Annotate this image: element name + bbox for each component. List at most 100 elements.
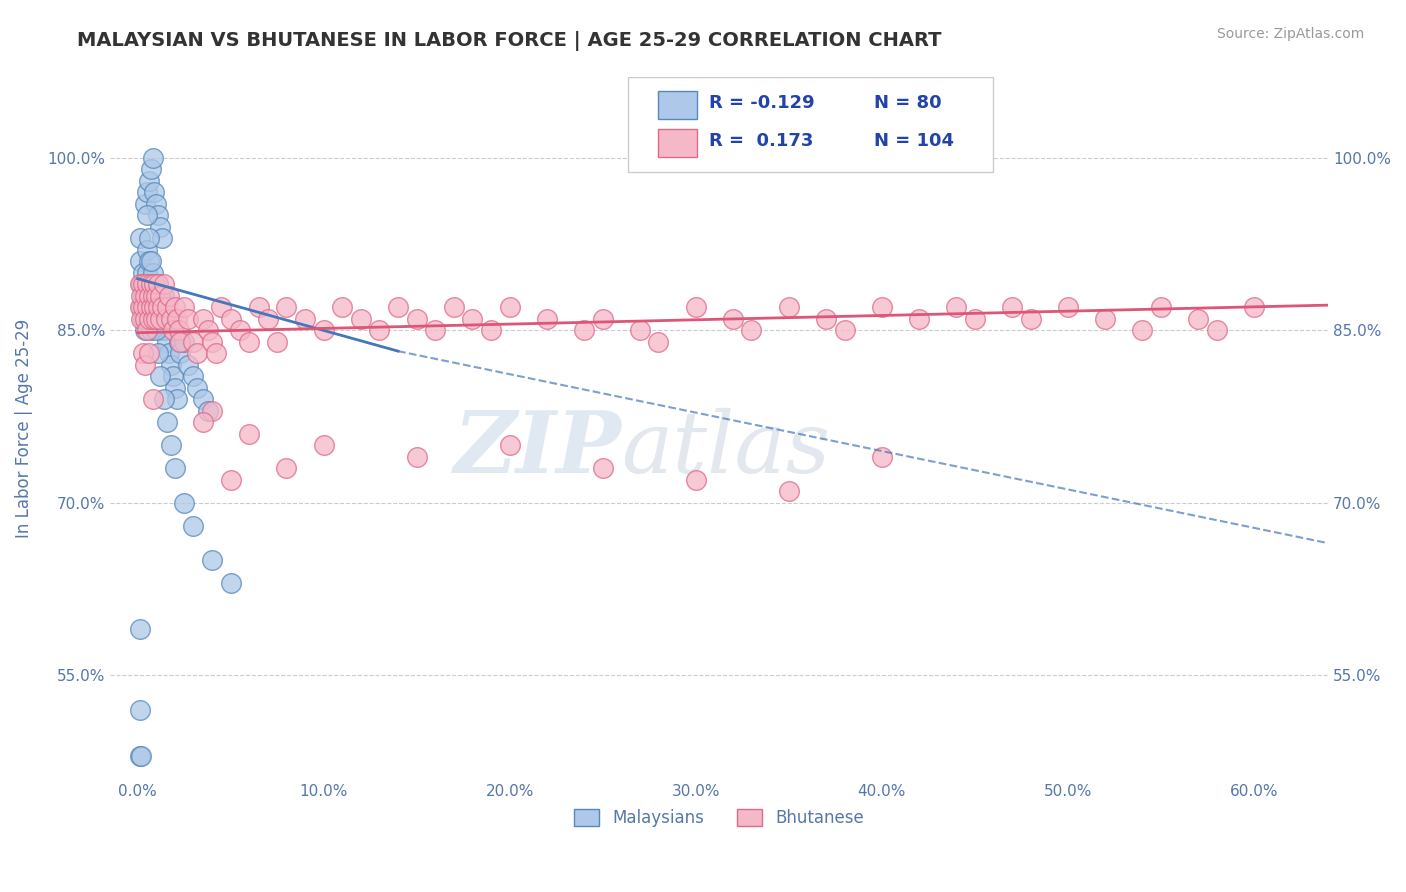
- Point: [149, 369, 172, 384]
- Point: [134, 197, 156, 211]
- Point: [368, 323, 391, 337]
- Point: [1205, 323, 1227, 337]
- Point: [219, 312, 242, 326]
- Point: [870, 301, 893, 315]
- Point: [350, 312, 373, 326]
- Point: [139, 277, 162, 292]
- Point: [685, 473, 707, 487]
- Point: [145, 289, 167, 303]
- Point: [201, 334, 224, 349]
- Point: [146, 346, 169, 360]
- Legend: Malaysians, Bhutanese: Malaysians, Bhutanese: [567, 802, 870, 834]
- Point: [143, 301, 166, 315]
- Point: [143, 186, 166, 200]
- Text: R = -0.129: R = -0.129: [709, 94, 815, 112]
- Point: [945, 301, 967, 315]
- Point: [169, 334, 191, 349]
- Point: [146, 301, 169, 315]
- Point: [141, 266, 163, 280]
- Point: [138, 312, 160, 326]
- Point: [201, 553, 224, 567]
- Point: [138, 254, 160, 268]
- Point: [149, 312, 172, 326]
- Point: [156, 334, 179, 349]
- Point: [152, 289, 174, 303]
- Point: [163, 301, 186, 315]
- Point: [177, 358, 200, 372]
- Point: [132, 346, 155, 360]
- Point: [150, 231, 173, 245]
- Point: [146, 277, 169, 292]
- Point: [136, 243, 159, 257]
- Point: [177, 312, 200, 326]
- Point: [1056, 301, 1078, 315]
- Point: [209, 301, 232, 315]
- Point: [461, 312, 484, 326]
- Point: [685, 301, 707, 315]
- Point: [405, 450, 427, 464]
- Point: [143, 301, 166, 315]
- Point: [155, 323, 177, 337]
- Point: [128, 254, 150, 268]
- Point: [163, 461, 186, 475]
- Point: [479, 323, 502, 337]
- Point: [197, 323, 219, 337]
- Point: [128, 623, 150, 637]
- Point: [294, 312, 316, 326]
- Point: [132, 277, 155, 292]
- Point: [136, 277, 159, 292]
- Point: [191, 312, 214, 326]
- Point: [201, 404, 224, 418]
- Point: [138, 289, 160, 303]
- Point: [778, 301, 800, 315]
- Point: [1094, 312, 1116, 326]
- Point: [152, 392, 174, 407]
- Point: [247, 301, 270, 315]
- Point: [266, 334, 288, 349]
- Point: [134, 323, 156, 337]
- Point: [143, 277, 166, 292]
- Point: [405, 312, 427, 326]
- Point: [141, 392, 163, 407]
- Point: [149, 289, 172, 303]
- Point: [139, 301, 162, 315]
- Text: R =  0.173: R = 0.173: [709, 132, 814, 150]
- Point: [155, 301, 177, 315]
- Point: [219, 473, 242, 487]
- Point: [183, 519, 205, 533]
- Point: [238, 334, 260, 349]
- Point: [128, 231, 150, 245]
- Point: [132, 312, 155, 326]
- Point: [1001, 301, 1024, 315]
- Point: [1130, 323, 1153, 337]
- Point: [647, 334, 669, 349]
- Point: [141, 289, 163, 303]
- Point: [1187, 312, 1209, 326]
- Point: [219, 576, 242, 591]
- Point: [443, 301, 465, 315]
- Point: [138, 277, 160, 292]
- Point: [186, 346, 208, 360]
- Point: [128, 748, 150, 763]
- Point: [173, 301, 195, 315]
- Point: [145, 312, 167, 326]
- Point: [628, 323, 651, 337]
- Point: [146, 301, 169, 315]
- Point: [128, 301, 150, 315]
- Point: [183, 334, 205, 349]
- Text: N = 80: N = 80: [873, 94, 941, 112]
- Point: [150, 301, 173, 315]
- Point: [156, 416, 179, 430]
- Point: [128, 277, 150, 292]
- Point: [536, 312, 558, 326]
- Point: [134, 312, 156, 326]
- Point: [131, 301, 153, 315]
- Point: [138, 231, 160, 245]
- Point: [834, 323, 856, 337]
- Point: [131, 748, 153, 763]
- Point: [139, 277, 162, 292]
- Point: [131, 289, 153, 303]
- Point: [169, 346, 191, 360]
- Point: [160, 312, 183, 326]
- Point: [1243, 301, 1265, 315]
